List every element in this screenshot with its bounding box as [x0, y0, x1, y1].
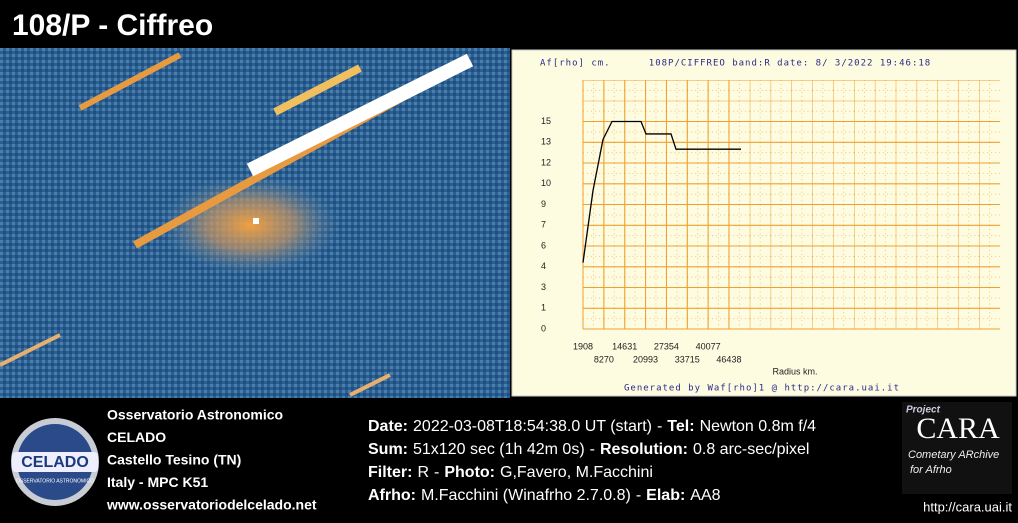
cara-line1: Cometary ARchive — [908, 449, 999, 461]
y-tick-label: 9 — [541, 199, 546, 209]
info-label: Date: — [368, 418, 408, 435]
observatory-line: CELADO — [107, 429, 166, 445]
y-tick-label: 10 — [541, 178, 551, 188]
chart-footer: Generated by Waf[rho]1 @ http://cara.uai… — [624, 384, 900, 394]
cara-name: CARA — [916, 412, 1000, 445]
x-tick-label: 46438 — [716, 354, 741, 364]
info-line: Afrho: M.Facchini (Winafrho 2.7.0.8) - Elab… — [368, 487, 721, 504]
info-label: Filter: — [368, 464, 412, 481]
y-tick-label: 7 — [541, 220, 546, 230]
y-tick-label: 3 — [541, 282, 546, 292]
info-label: Photo: — [444, 464, 495, 481]
observatory: Osservatorio Astronomico CELADO Castello T… — [106, 407, 317, 513]
y-tick-label: 6 — [541, 240, 546, 250]
info-value: 51x120 sec (1h 42m 0s) — [413, 441, 585, 458]
info-label: Resolution: — [600, 441, 688, 458]
x-tick-label: 40077 — [696, 341, 721, 351]
cara-line2: for Afrho — [910, 464, 952, 476]
info-value: M.Facchini (Winafrho 2.7.0.8) — [421, 487, 631, 504]
info-value: G,Favero, M.Facchini — [500, 464, 653, 481]
y-tick-label: 12 — [541, 157, 551, 167]
x-tick-label: 33715 — [675, 354, 700, 364]
info-label: Tel: — [667, 418, 694, 435]
observatory-line: www.osservatoriodelcelado.net — [106, 497, 317, 513]
info-value: 0.8 arc-sec/pixel — [693, 441, 810, 458]
info-value: R — [417, 464, 429, 481]
observatory-line: Castello Tesino (TN) — [107, 452, 241, 468]
y-tick-label: 13 — [541, 137, 551, 147]
y-tick-label: 15 — [541, 116, 551, 126]
info-line: Date: 2022-03-08T18:54:38.0 UT (start) - Te… — [368, 418, 816, 435]
x-tick-label: 20993 — [633, 354, 658, 364]
x-tick-label: 14631 — [612, 341, 637, 351]
info-line: Sum: 51x120 sec (1h 42m 0s) - Resolution: 0.… — [368, 441, 809, 458]
separator: - — [590, 441, 595, 458]
y-tick-label: 4 — [541, 261, 546, 271]
info-label: Afrho: — [368, 487, 416, 504]
y-tick-label: 0 — [541, 323, 546, 333]
data-line — [582, 120, 741, 263]
info-label: Sum: — [368, 441, 408, 458]
celado-logo: CELADO OSSERVATORIO ASTRONOMICO — [11, 418, 99, 506]
separator: - — [434, 464, 439, 481]
info-label: Elab: — [646, 487, 685, 504]
info: Date: 2022-03-08T18:54:38.0 UT (start) - Te… — [368, 418, 816, 504]
info-value: Newton 0.8m f/4 — [700, 418, 817, 435]
y-tick-label: 1 — [541, 303, 546, 313]
x-tick-label: 8270 — [594, 354, 614, 364]
cara-project: Project — [906, 405, 941, 416]
x-axis-label: Radius km. — [772, 366, 817, 376]
observatory-line: Osservatorio Astronomico — [107, 407, 283, 423]
info-line: Filter: R - Photo: G,Favero, M.Facchini — [368, 464, 653, 481]
observatory-line: Italy - MPC K51 — [107, 474, 208, 490]
info-value: 2022-03-08T18:54:38.0 UT (start) — [413, 418, 652, 435]
y-axis-label: Af[rho] cm. — [540, 59, 611, 69]
separator: - — [636, 487, 641, 504]
page-title: 108/P - Ciffreo — [12, 9, 213, 42]
cara-logo: Project CARA Cometary ARchive for Afrho … — [902, 402, 1012, 514]
comet-image — [0, 48, 510, 398]
chart: 0134679101213151908827014631209932735433… — [541, 80, 1000, 364]
chart-title: 108P/CIFFREO band:R date: 8/ 3/2022 19:4… — [649, 59, 931, 69]
info-value: AA8 — [690, 487, 720, 504]
x-tick-label: 1908 — [573, 341, 593, 351]
logo-text: CELADO — [21, 454, 89, 471]
cara-url: http://cara.uai.it — [923, 499, 1012, 514]
logo-subtext: OSSERVATORIO ASTRONOMICO — [16, 478, 94, 484]
x-tick-label: 27354 — [654, 341, 679, 351]
separator: - — [657, 418, 662, 435]
